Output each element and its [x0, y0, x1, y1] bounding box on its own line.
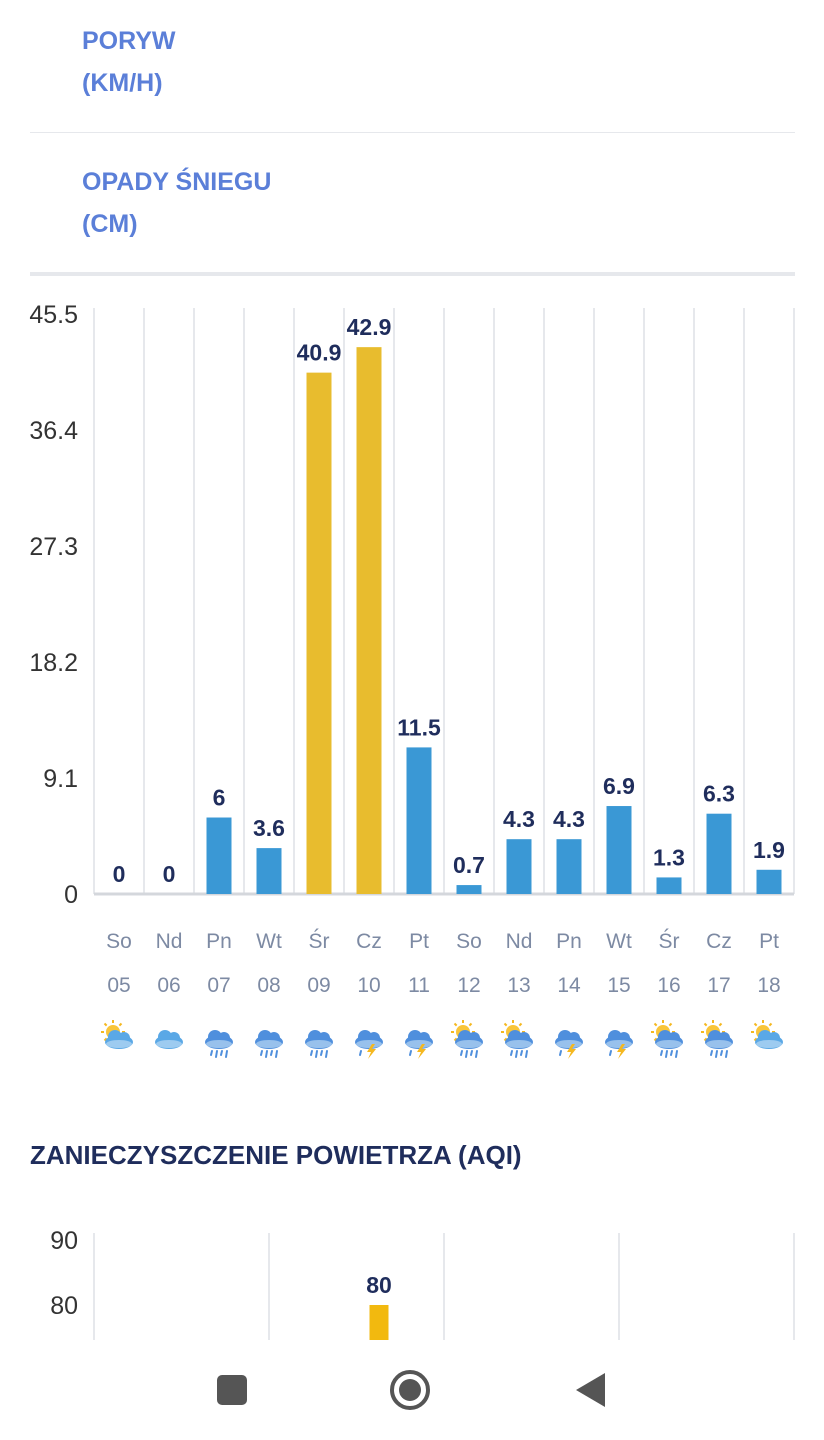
bar-value-label: 40.9 — [297, 340, 342, 366]
bar-value-label: 6 — [213, 785, 226, 811]
snow-bar[interactable] — [756, 869, 782, 894]
gust-tab-unit: (KM/H) — [82, 69, 163, 97]
divider — [30, 132, 795, 133]
bar-value-label: 1.9 — [753, 837, 785, 863]
day-label: Nd — [156, 930, 183, 953]
aqi-section-title: ZANIECZYSZCZENIE POWIETRZA (AQI) — [30, 1140, 522, 1170]
bar-value-label: 3.6 — [253, 815, 285, 841]
y-tick-label: 80 — [50, 1292, 78, 1320]
cloud-rain-icon — [255, 1030, 283, 1058]
day-label: So — [456, 930, 482, 953]
sun-cloud-rain-icon — [451, 1020, 483, 1058]
day-label: Śr — [659, 929, 680, 953]
day-label: Śr — [309, 929, 330, 953]
y-tick-label: 45.5 — [29, 301, 78, 329]
bar-value-label: 1.3 — [653, 844, 685, 870]
date-label: 15 — [607, 974, 630, 997]
date-label: 18 — [757, 974, 780, 997]
date-label: 14 — [557, 974, 581, 997]
snowfall-tab-unit: (CM) — [82, 210, 138, 238]
recent-apps-button[interactable] — [172, 1340, 292, 1440]
day-label: Pn — [556, 930, 582, 953]
snowfall-chart: 45.5 36.4 27.3 18.2 9.1 0 0 So 05 0 Nd 06 6 Pn 07 3.6 Wt… — [29, 301, 795, 1059]
cloud-storm-icon — [605, 1030, 633, 1059]
bar-value-label: 6.9 — [603, 773, 635, 799]
bar-value-label: 6.3 — [703, 781, 735, 807]
back-button[interactable] — [530, 1340, 650, 1440]
circle-icon — [390, 1370, 430, 1410]
sun-cloud-icon — [101, 1020, 133, 1049]
cloud-storm-icon — [355, 1030, 383, 1059]
snow-bar[interactable] — [406, 747, 432, 894]
snow-bar[interactable] — [556, 839, 582, 894]
sun-cloud-rain-icon — [501, 1020, 533, 1058]
date-label: 07 — [207, 974, 230, 997]
day-label: Wt — [606, 930, 632, 953]
cloud-rain-icon — [205, 1030, 233, 1058]
y-tick-label: 18.2 — [29, 649, 78, 677]
aqi-chart: 90 80 80 — [50, 1227, 795, 1340]
bar-value-label: 0 — [163, 861, 176, 887]
day-label: Wt — [256, 930, 282, 953]
day-label: Pn — [206, 930, 232, 953]
date-label: 06 — [157, 974, 180, 997]
cloud-icon — [155, 1030, 183, 1049]
sun-cloud-rain-icon — [651, 1020, 683, 1058]
day-label: Cz — [706, 930, 732, 953]
y-tick-label: 0 — [64, 881, 78, 909]
date-label: 08 — [257, 974, 280, 997]
android-nav-bar — [0, 1340, 824, 1440]
date-label: 13 — [507, 974, 530, 997]
sun-cloud-rain-icon — [701, 1020, 733, 1058]
bar-value-label: 4.3 — [503, 806, 535, 832]
home-button[interactable] — [350, 1340, 470, 1440]
y-tick-label: 90 — [50, 1227, 78, 1255]
y-tick-label: 27.3 — [29, 533, 78, 561]
gust-tab[interactable]: PORYW (KM/H) — [82, 20, 176, 104]
bar-value-label: 0.7 — [453, 852, 485, 878]
gust-tab-title: PORYW — [82, 27, 176, 55]
cloud-storm-icon — [555, 1030, 583, 1059]
snow-bar[interactable] — [206, 817, 232, 894]
square-icon — [217, 1375, 247, 1405]
cloud-rain-icon — [305, 1030, 333, 1058]
snow-bar[interactable] — [506, 839, 532, 894]
date-label: 16 — [657, 974, 680, 997]
date-label: 10 — [357, 974, 380, 997]
divider-active — [30, 272, 795, 276]
snow-bar[interactable] — [456, 885, 482, 894]
y-tick-label: 36.4 — [29, 417, 78, 445]
date-label: 17 — [707, 974, 730, 997]
cloud-storm-icon — [405, 1030, 433, 1059]
bar-value-label: 80 — [366, 1272, 392, 1298]
date-label: 09 — [307, 974, 330, 997]
snow-bar[interactable] — [706, 813, 732, 894]
day-label: Pt — [759, 930, 779, 953]
day-label: Cz — [356, 930, 382, 953]
date-label: 11 — [408, 974, 430, 997]
snowfall-tab[interactable]: OPADY ŚNIEGU (CM) — [82, 161, 271, 245]
snowfall-tab-title: OPADY ŚNIEGU — [82, 168, 272, 196]
bar-value-label: 0 — [113, 861, 126, 887]
bar-value-label: 4.3 — [553, 806, 585, 832]
sun-cloud-icon — [751, 1020, 783, 1049]
triangle-back-icon — [576, 1373, 605, 1407]
snow-bar[interactable] — [656, 877, 682, 894]
y-tick-label: 9.1 — [43, 765, 78, 793]
snow-bar[interactable] — [306, 372, 332, 895]
date-label: 05 — [107, 974, 130, 997]
snow-bar[interactable] — [606, 806, 632, 894]
bar-value-label: 11.5 — [397, 714, 441, 740]
date-label: 12 — [457, 974, 480, 997]
day-label: Nd — [506, 930, 533, 953]
snow-bar[interactable] — [256, 848, 282, 894]
aqi-bar[interactable] — [369, 1305, 389, 1340]
snow-bar[interactable] — [356, 347, 382, 895]
day-label: So — [106, 930, 132, 953]
bar-value-label: 42.9 — [347, 314, 392, 340]
day-label: Pt — [409, 930, 429, 953]
